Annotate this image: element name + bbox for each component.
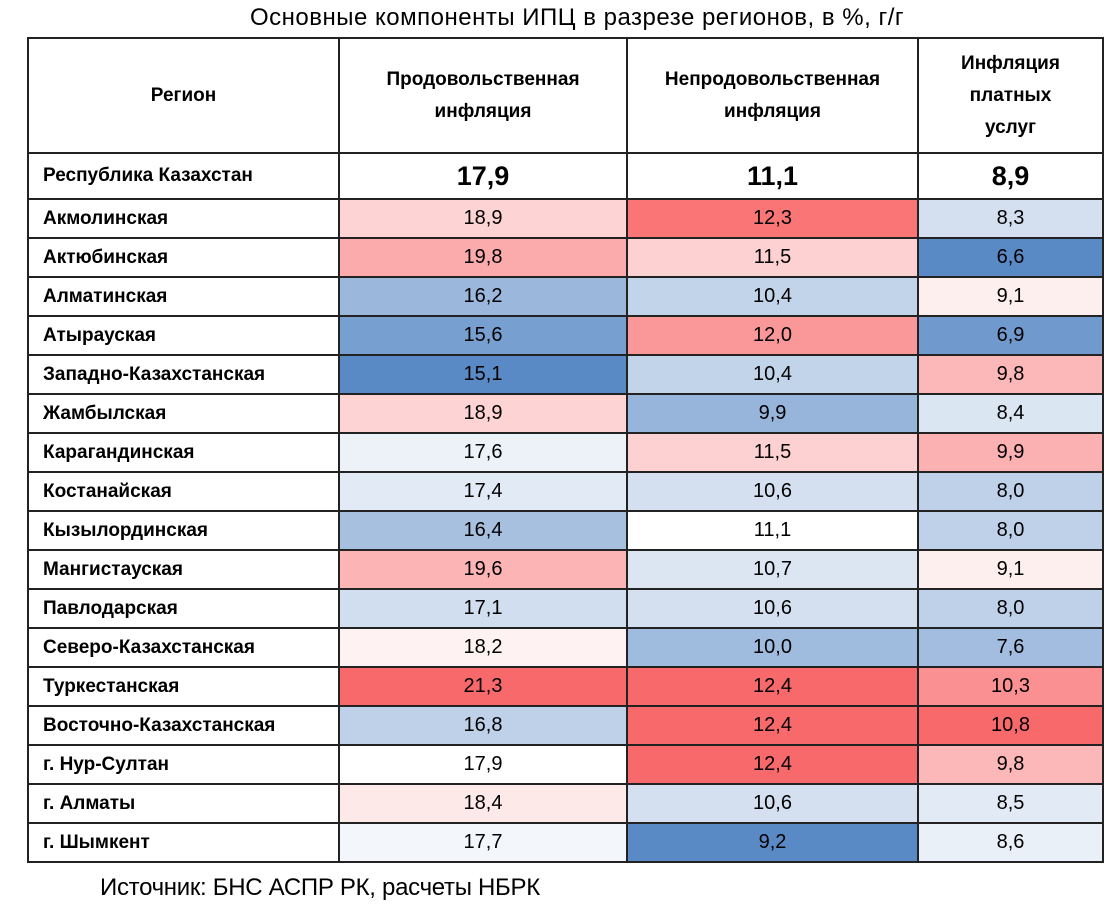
heatmap-cell-nonfood: 10,6 — [626, 471, 919, 512]
region-label: Восточно-Казахстанская — [27, 705, 340, 746]
table-row: Северо-Казахстанская 18,2 10,0 7,6 — [27, 627, 1104, 668]
table-row: Актюбинская 19,8 11,5 6,6 — [27, 237, 1104, 278]
heatmap-cell-food: 15,1 — [338, 354, 628, 395]
table-row: Мангистауская 19,6 10,7 9,1 — [27, 549, 1104, 590]
national-value-nonfood: 11,1 — [626, 152, 919, 200]
heatmap-cell-services: 9,1 — [917, 276, 1104, 317]
table-row: г. Нур-Султан 17,9 12,4 9,8 — [27, 744, 1104, 785]
region-label: Алматинская — [27, 276, 340, 317]
heatmap-cell-food: 16,2 — [338, 276, 628, 317]
heatmap-cell-food: 17,1 — [338, 588, 628, 629]
table-row: Восточно-Казахстанская 16,8 12,4 10,8 — [27, 705, 1104, 746]
heatmap-cell-nonfood: 10,0 — [626, 627, 919, 668]
heatmap-cell-nonfood: 12,4 — [626, 744, 919, 785]
heatmap-cell-food: 17,7 — [338, 822, 628, 863]
heatmap-cell-food: 16,4 — [338, 510, 628, 551]
heatmap-cell-food: 18,9 — [338, 393, 628, 434]
heatmap-cell-nonfood: 12,4 — [626, 705, 919, 746]
header-row: Регион Продовольственная инфляция Непрод… — [27, 37, 1104, 154]
heatmap-cell-food: 17,4 — [338, 471, 628, 512]
heatmap-cell-services: 8,0 — [917, 588, 1104, 629]
table-row: Атырауская 15,6 12,0 6,9 — [27, 315, 1104, 356]
table-row: Кызылординская 16,4 11,1 8,0 — [27, 510, 1104, 551]
heatmap-cell-food: 17,6 — [338, 432, 628, 473]
heatmap-cell-food: 18,9 — [338, 198, 628, 239]
region-label: Актюбинская — [27, 237, 340, 278]
heatmap-cell-food: 18,4 — [338, 783, 628, 824]
heatmap-cell-services: 9,9 — [917, 432, 1104, 473]
heatmap-cell-services: 8,3 — [917, 198, 1104, 239]
region-label: г. Шымкент — [27, 822, 340, 863]
cpi-heatmap-table: Регион Продовольственная инфляция Непрод… — [27, 37, 1104, 863]
heatmap-cell-nonfood: 10,7 — [626, 549, 919, 590]
heatmap-cell-nonfood: 12,4 — [626, 666, 919, 707]
table-row: Западно-Казахстанская 15,1 10,4 9,8 — [27, 354, 1104, 395]
region-label: Республика Казахстан — [27, 152, 340, 200]
heatmap-cell-services: 9,8 — [917, 744, 1104, 785]
region-label: Кызылординская — [27, 510, 340, 551]
table-row: г. Шымкент 17,7 9,2 8,6 — [27, 822, 1104, 863]
heatmap-cell-services: 7,6 — [917, 627, 1104, 668]
region-label: Мангистауская — [27, 549, 340, 590]
heatmap-cell-nonfood: 9,9 — [626, 393, 919, 434]
heatmap-cell-services: 9,1 — [917, 549, 1104, 590]
region-label: Жамбылская — [27, 393, 340, 434]
heatmap-cell-nonfood: 10,6 — [626, 783, 919, 824]
heatmap-cell-services: 8,0 — [917, 510, 1104, 551]
heatmap-cell-nonfood: 12,3 — [626, 198, 919, 239]
column-header-nonfood: Непродовольственная инфляция — [626, 37, 919, 154]
table-row: Алматинская 16,2 10,4 9,1 — [27, 276, 1104, 317]
table-row: Туркестанская 21,3 12,4 10,3 — [27, 666, 1104, 707]
column-header-region: Регион — [27, 37, 340, 154]
heatmap-cell-food: 18,2 — [338, 627, 628, 668]
national-row: Республика Казахстан 17,9 11,1 8,9 — [27, 152, 1104, 200]
chart-title: Основные компоненты ИПЦ в разрезе регион… — [250, 4, 905, 31]
heatmap-cell-food: 19,8 — [338, 237, 628, 278]
heatmap-cell-food: 17,9 — [338, 744, 628, 785]
region-label: Туркестанская — [27, 666, 340, 707]
heatmap-cell-nonfood: 11,5 — [626, 237, 919, 278]
heatmap-cell-services: 8,4 — [917, 393, 1104, 434]
region-label: Атырауская — [27, 315, 340, 356]
region-label: г. Алматы — [27, 783, 340, 824]
region-label: г. Нур-Султан — [27, 744, 340, 785]
heatmap-cell-nonfood: 10,6 — [626, 588, 919, 629]
table-row: Костанайская 17,4 10,6 8,0 — [27, 471, 1104, 512]
heatmap-cell-food: 21,3 — [338, 666, 628, 707]
region-label: Акмолинская — [27, 198, 340, 239]
heatmap-cell-services: 8,5 — [917, 783, 1104, 824]
heatmap-cell-nonfood: 9,2 — [626, 822, 919, 863]
national-value-services: 8,9 — [917, 152, 1104, 200]
heatmap-cell-nonfood: 11,5 — [626, 432, 919, 473]
heatmap-cell-services: 10,8 — [917, 705, 1104, 746]
heatmap-cell-services: 6,9 — [917, 315, 1104, 356]
heatmap-cell-services: 8,6 — [917, 822, 1104, 863]
heatmap-cell-food: 19,6 — [338, 549, 628, 590]
table-row: г. Алматы 18,4 10,6 8,5 — [27, 783, 1104, 824]
column-header-services: Инфляция платных услуг — [917, 37, 1104, 154]
heatmap-cell-services: 8,0 — [917, 471, 1104, 512]
table-row: Жамбылская 18,9 9,9 8,4 — [27, 393, 1104, 434]
region-label: Западно-Казахстанская — [27, 354, 340, 395]
region-label: Костанайская — [27, 471, 340, 512]
column-header-food: Продовольственная инфляция — [338, 37, 628, 154]
table-row: Павлодарская 17,1 10,6 8,0 — [27, 588, 1104, 629]
heatmap-cell-food: 16,8 — [338, 705, 628, 746]
heatmap-cell-services: 9,8 — [917, 354, 1104, 395]
source-note: Источник: БНС АСПР РК, расчеты НБРК — [100, 874, 540, 901]
region-label: Павлодарская — [27, 588, 340, 629]
heatmap-cell-nonfood: 10,4 — [626, 276, 919, 317]
heatmap-cell-nonfood: 11,1 — [626, 510, 919, 551]
heatmap-cell-nonfood: 10,4 — [626, 354, 919, 395]
heatmap-cell-services: 6,6 — [917, 237, 1104, 278]
region-label: Северо-Казахстанская — [27, 627, 340, 668]
region-label: Карагандинская — [27, 432, 340, 473]
national-value-food: 17,9 — [338, 152, 628, 200]
table-row: Акмолинская 18,9 12,3 8,3 — [27, 198, 1104, 239]
heatmap-cell-services: 10,3 — [917, 666, 1104, 707]
heatmap-cell-nonfood: 12,0 — [626, 315, 919, 356]
heatmap-cell-food: 15,6 — [338, 315, 628, 356]
table-row: Карагандинская 17,6 11,5 9,9 — [27, 432, 1104, 473]
